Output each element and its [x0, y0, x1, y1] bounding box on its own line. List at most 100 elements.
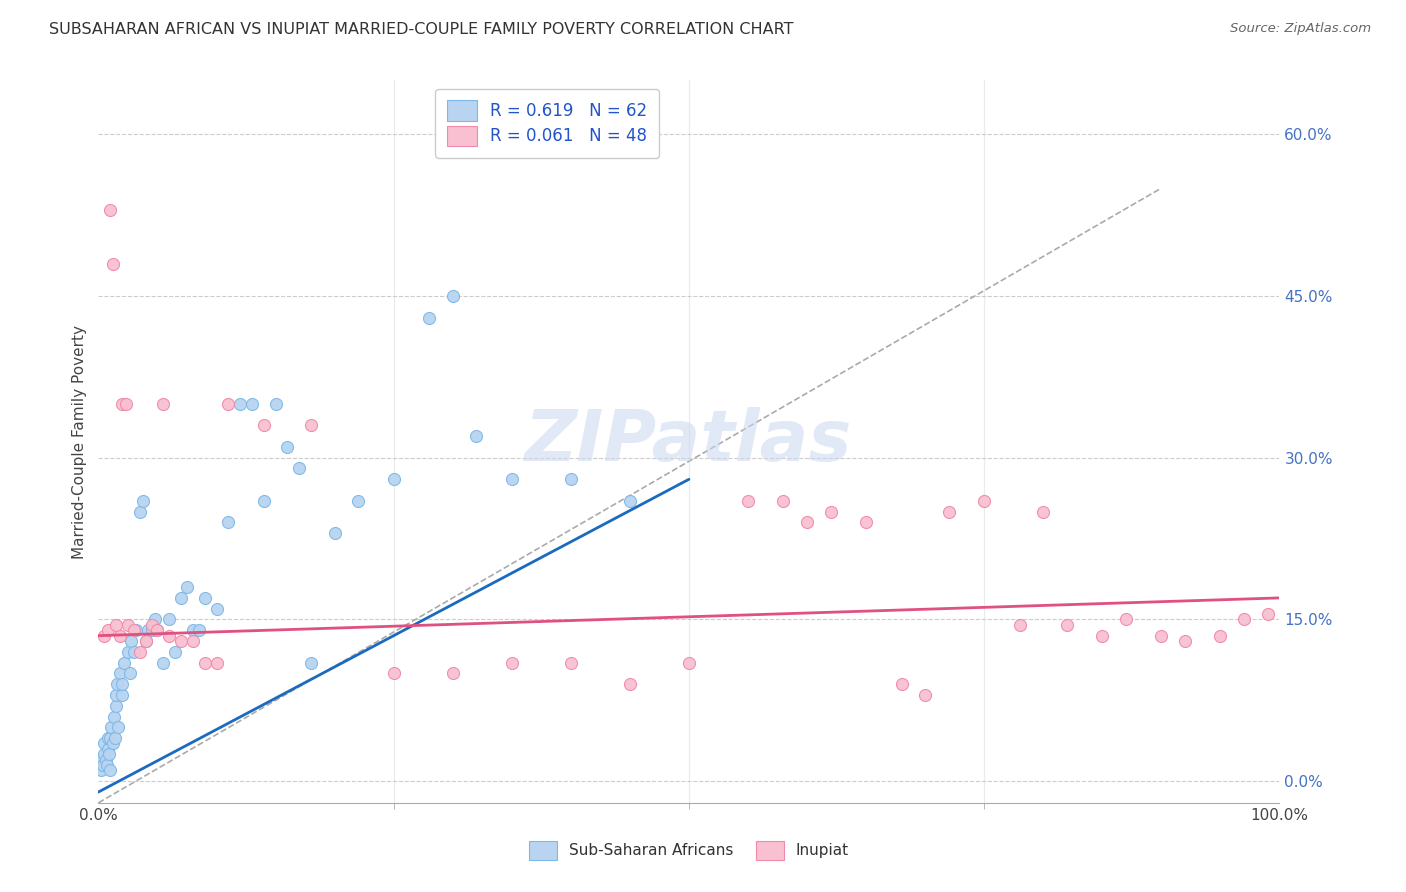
- Point: [105, 698, 128, 713]
- Point: [122, 645, 145, 659]
- Point: [187, 624, 209, 638]
- Point: [111, 397, 134, 411]
- Point: [141, 624, 163, 638]
- Point: [501, 472, 523, 486]
- Point: [973, 493, 995, 508]
- Point: [141, 618, 163, 632]
- Point: [91, 753, 114, 767]
- Point: [121, 634, 143, 648]
- Point: [111, 677, 134, 691]
- Point: [619, 493, 641, 508]
- Point: [418, 310, 440, 325]
- Point: [103, 709, 125, 723]
- Point: [146, 624, 169, 638]
- Point: [253, 418, 276, 433]
- Point: [890, 677, 912, 691]
- Point: [323, 526, 346, 541]
- Point: [91, 758, 114, 772]
- Point: [217, 516, 239, 530]
- Point: [299, 656, 322, 670]
- Point: [347, 493, 370, 508]
- Point: [1032, 505, 1054, 519]
- Point: [143, 612, 166, 626]
- Point: [855, 516, 877, 530]
- Point: [914, 688, 936, 702]
- Point: [465, 429, 488, 443]
- Point: [276, 440, 298, 454]
- Point: [117, 618, 139, 632]
- Point: [132, 493, 155, 508]
- Point: [146, 624, 169, 638]
- Point: [105, 688, 128, 702]
- Point: [112, 656, 135, 670]
- Point: [165, 645, 187, 659]
- Point: [1115, 612, 1137, 626]
- Point: [678, 656, 700, 670]
- Point: [105, 618, 128, 632]
- Point: [98, 202, 121, 217]
- Point: [93, 737, 115, 751]
- Point: [441, 666, 464, 681]
- Point: [737, 493, 759, 508]
- Point: [122, 624, 145, 638]
- Point: [97, 742, 120, 756]
- Point: [299, 418, 322, 433]
- Point: [820, 505, 842, 519]
- Point: [205, 656, 228, 670]
- Point: [157, 612, 180, 626]
- Point: [107, 720, 129, 734]
- Point: [1174, 634, 1197, 648]
- Point: [152, 656, 174, 670]
- Point: [98, 764, 121, 778]
- Point: [1257, 607, 1279, 621]
- Point: [1150, 629, 1173, 643]
- Point: [264, 397, 287, 411]
- Point: [117, 645, 139, 659]
- Point: [560, 656, 582, 670]
- Point: [105, 677, 128, 691]
- Point: [108, 666, 131, 681]
- Point: [96, 758, 118, 772]
- Y-axis label: Married-Couple Family Poverty: Married-Couple Family Poverty: [72, 325, 87, 558]
- Point: [120, 666, 142, 681]
- Point: [560, 472, 582, 486]
- Point: [253, 493, 276, 508]
- Point: [128, 645, 150, 659]
- Point: [101, 737, 124, 751]
- Point: [135, 634, 157, 648]
- Point: [90, 764, 112, 778]
- Point: [98, 731, 121, 745]
- Point: [796, 516, 818, 530]
- Text: Source: ZipAtlas.com: Source: ZipAtlas.com: [1230, 22, 1371, 36]
- Point: [170, 634, 193, 648]
- Point: [114, 397, 136, 411]
- Point: [217, 397, 239, 411]
- Point: [501, 656, 523, 670]
- Point: [104, 731, 127, 745]
- Point: [1008, 618, 1031, 632]
- Point: [125, 624, 148, 638]
- Point: [94, 753, 117, 767]
- Point: [93, 747, 115, 762]
- Point: [382, 666, 405, 681]
- Point: [93, 629, 115, 643]
- Point: [194, 656, 217, 670]
- Legend: Sub-Saharan Africans, Inupiat: Sub-Saharan Africans, Inupiat: [522, 833, 856, 867]
- Point: [108, 629, 131, 643]
- Point: [97, 731, 120, 745]
- Point: [1233, 612, 1256, 626]
- Point: [205, 601, 228, 615]
- Point: [288, 461, 311, 475]
- Point: [98, 747, 121, 762]
- Point: [441, 289, 464, 303]
- Point: [240, 397, 263, 411]
- Point: [111, 688, 134, 702]
- Point: [100, 720, 122, 734]
- Point: [136, 624, 159, 638]
- Point: [382, 472, 405, 486]
- Point: [1209, 629, 1232, 643]
- Point: [97, 624, 120, 638]
- Text: ZIPatlas: ZIPatlas: [526, 407, 852, 476]
- Point: [181, 634, 204, 648]
- Point: [772, 493, 794, 508]
